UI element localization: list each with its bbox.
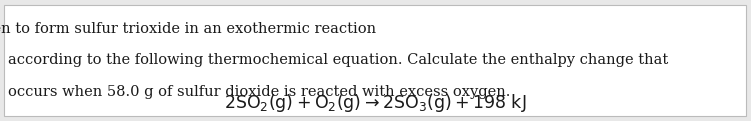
Text: $2\mathrm{SO_2(g) + O_2(g) \rightarrow 2SO_3(g) + 198\ kJ}$: $2\mathrm{SO_2(g) + O_2(g) \rightarrow 2…	[225, 92, 526, 114]
Text: according to the following thermochemical equation. Calculate the enthalpy chang: according to the following thermochemica…	[8, 53, 668, 67]
Text: occurs when 58.0 g of sulfur dioxide is reacted with excess oxygen.: occurs when 58.0 g of sulfur dioxide is …	[8, 85, 510, 99]
Text: Sulfur dioxide gas reacts with oxygen to form sulfur trioxide in an exothermic r: Sulfur dioxide gas reacts with oxygen to…	[0, 22, 376, 36]
